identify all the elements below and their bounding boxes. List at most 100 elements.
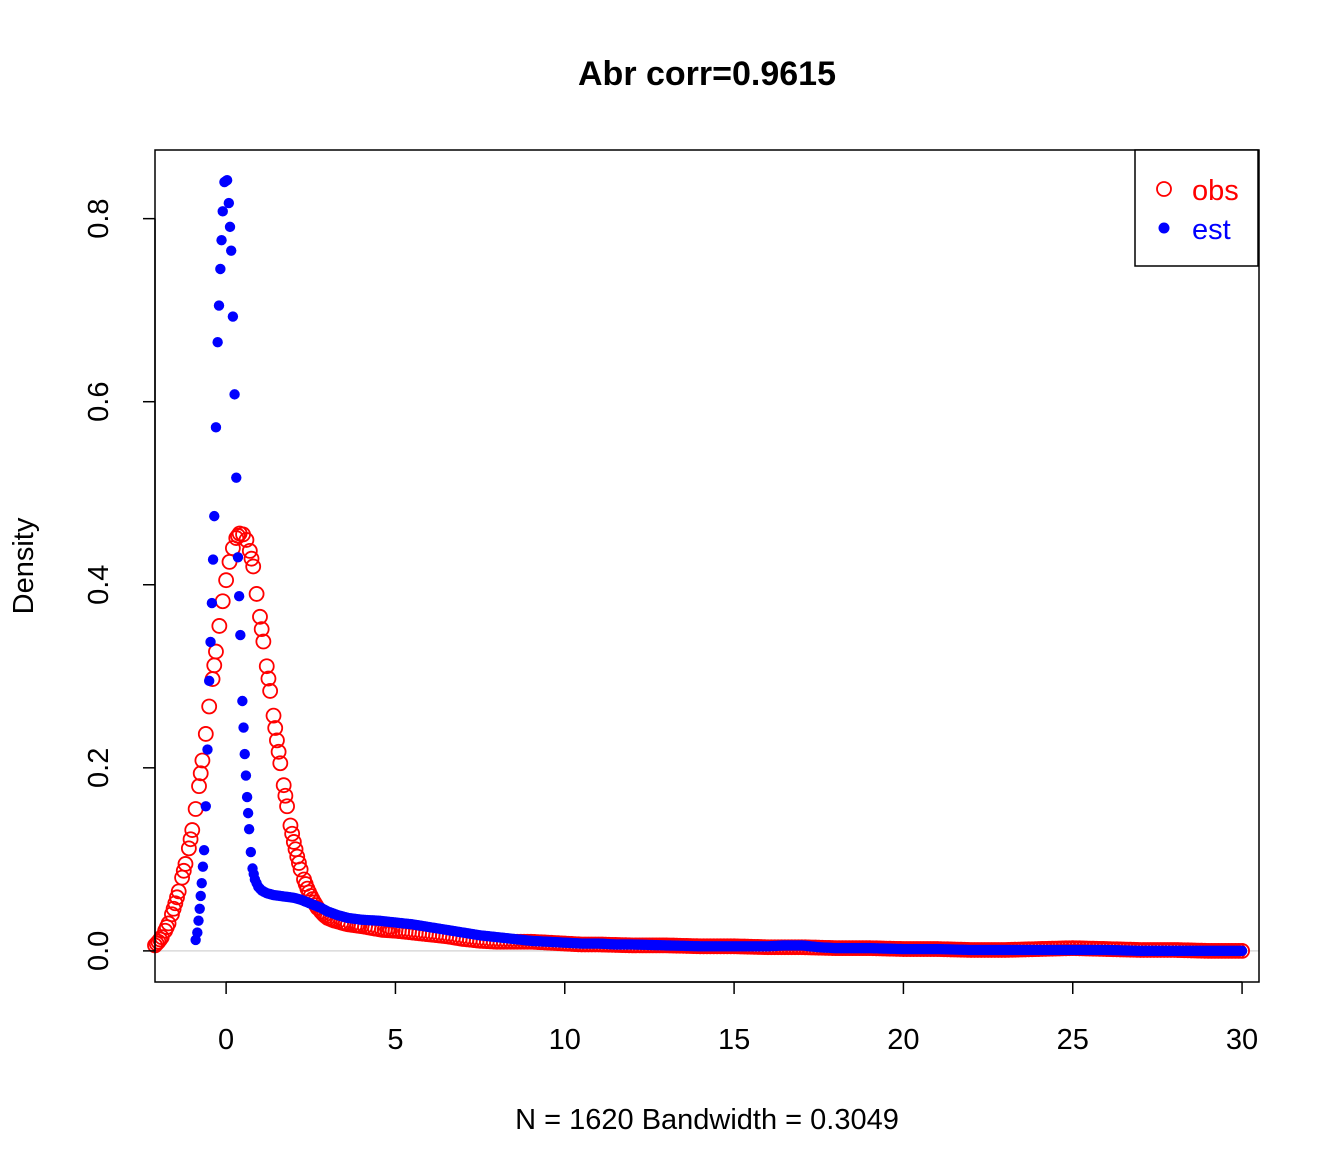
obs-point bbox=[206, 657, 223, 674]
est-point bbox=[200, 801, 211, 812]
est-point bbox=[207, 554, 219, 565]
obs-point bbox=[243, 550, 260, 567]
est-point bbox=[223, 197, 235, 209]
legend-est-label: est bbox=[1192, 214, 1231, 246]
legend-box bbox=[1134, 149, 1259, 267]
x-tick-label: 15 bbox=[718, 1024, 750, 1056]
est-point bbox=[210, 422, 222, 433]
obs-point bbox=[194, 752, 211, 769]
obs-point bbox=[255, 633, 272, 650]
obs-point bbox=[182, 831, 199, 848]
obs-point bbox=[214, 593, 231, 610]
obs-point bbox=[282, 817, 299, 834]
chart-title: Abr corr=0.9615 bbox=[578, 55, 836, 93]
est-point bbox=[212, 337, 223, 348]
est-point bbox=[213, 300, 225, 311]
est-point bbox=[240, 770, 252, 781]
obs-point bbox=[152, 931, 168, 948]
obs-point bbox=[238, 532, 255, 548]
est-point bbox=[194, 903, 205, 914]
obs-point bbox=[191, 778, 207, 795]
x-axis-label: N = 1620 Bandwidth = 0.3049 bbox=[515, 1104, 899, 1136]
y-tick-label: 0.4 bbox=[83, 565, 115, 605]
obs-point bbox=[270, 743, 287, 760]
obs-point bbox=[201, 698, 218, 715]
obs-point bbox=[175, 862, 192, 879]
est-point bbox=[1236, 945, 1248, 957]
series-obs bbox=[147, 525, 1250, 959]
est-point bbox=[195, 890, 206, 902]
obs-point bbox=[253, 621, 270, 638]
obs-point bbox=[218, 572, 235, 589]
est-point bbox=[242, 807, 254, 819]
est-point bbox=[215, 263, 226, 275]
x-tick-label: 25 bbox=[1057, 1024, 1089, 1056]
y-tick-label: 0.0 bbox=[83, 931, 115, 971]
x-tick-label: 0 bbox=[218, 1024, 234, 1056]
obs-point bbox=[284, 825, 301, 842]
obs-point bbox=[265, 707, 282, 724]
est-point bbox=[243, 823, 255, 835]
y-axis-label: Density bbox=[8, 517, 40, 614]
obs-point bbox=[241, 542, 258, 559]
obs-point bbox=[258, 658, 275, 675]
est-point bbox=[209, 510, 220, 522]
est-point bbox=[221, 175, 233, 186]
obs-point bbox=[275, 777, 292, 794]
obs-point bbox=[285, 834, 302, 850]
est-point bbox=[217, 206, 228, 217]
est-point bbox=[235, 629, 246, 641]
plot-frame bbox=[154, 149, 1260, 983]
x-axis: 0 5 10 15 20 25 30 bbox=[218, 981, 1258, 1056]
legend: obs est bbox=[1134, 149, 1259, 267]
y-axis: 0.0 0.2 0.4 0.6 0.8 bbox=[83, 198, 156, 971]
est-point bbox=[241, 791, 253, 803]
est-point bbox=[245, 846, 257, 858]
x-tick-label: 5 bbox=[387, 1024, 403, 1056]
obs-point bbox=[272, 755, 289, 772]
obs-point bbox=[267, 720, 284, 736]
legend-est-marker bbox=[1158, 222, 1170, 234]
obs-point bbox=[277, 787, 294, 804]
y-tick-label: 0.8 bbox=[83, 198, 115, 238]
obs-point bbox=[187, 801, 204, 817]
obs-point bbox=[169, 889, 185, 906]
est-point bbox=[192, 927, 203, 938]
obs-point bbox=[245, 558, 262, 575]
est-point bbox=[193, 915, 204, 926]
obs-point bbox=[184, 822, 201, 838]
obs-point bbox=[260, 670, 277, 687]
obs-point bbox=[167, 895, 184, 912]
obs-point bbox=[160, 915, 177, 932]
est-point bbox=[238, 722, 249, 733]
est-point bbox=[237, 695, 248, 707]
est-point bbox=[224, 221, 236, 233]
legend-obs-marker bbox=[1156, 181, 1172, 197]
est-point bbox=[198, 844, 210, 856]
obs-point bbox=[248, 586, 265, 602]
obs-point bbox=[262, 683, 279, 699]
est-point bbox=[231, 472, 242, 483]
y-tick-label: 0.2 bbox=[83, 748, 115, 788]
est-point bbox=[227, 311, 239, 322]
est-point bbox=[202, 744, 213, 755]
x-tick-label: 30 bbox=[1226, 1024, 1258, 1056]
series-est bbox=[190, 175, 1248, 957]
obs-point bbox=[192, 765, 209, 782]
obs-point bbox=[211, 618, 228, 634]
est-point bbox=[229, 389, 240, 400]
est-point bbox=[203, 675, 215, 687]
est-point bbox=[233, 591, 245, 602]
obs-point bbox=[208, 643, 224, 660]
x-tick-label: 20 bbox=[887, 1024, 919, 1056]
obs-point bbox=[279, 798, 295, 815]
est-point bbox=[196, 877, 207, 889]
est-point bbox=[205, 636, 216, 648]
obs-point bbox=[291, 855, 307, 871]
legend-obs-label: obs bbox=[1192, 175, 1239, 207]
est-point bbox=[232, 552, 244, 563]
est-point bbox=[197, 861, 209, 872]
obs-point bbox=[269, 732, 285, 749]
obs-point bbox=[197, 726, 214, 742]
